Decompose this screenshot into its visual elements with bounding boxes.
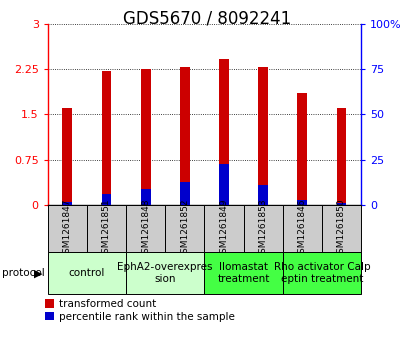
Bar (205, 252, 283, 294)
Bar (298, 200, 307, 205)
Bar (165, 205, 204, 252)
Text: Ilomastat
treatment: Ilomastat treatment (217, 262, 270, 284)
Bar (337, 108, 347, 205)
Bar (48, 252, 126, 294)
Bar (180, 67, 190, 205)
Text: GSM1261852: GSM1261852 (180, 199, 189, 259)
Bar (180, 182, 190, 205)
Bar (258, 184, 268, 205)
Text: EphA2-overexpres
sion: EphA2-overexpres sion (117, 262, 213, 284)
Text: GSM1261847: GSM1261847 (63, 199, 72, 259)
Bar (141, 69, 151, 205)
Text: GSM1261853: GSM1261853 (259, 198, 268, 259)
Bar (283, 205, 322, 252)
Text: GSM1261850: GSM1261850 (337, 198, 346, 259)
Bar (205, 205, 244, 252)
Bar (219, 164, 229, 205)
Text: GSM1261846: GSM1261846 (298, 199, 307, 259)
Bar (62, 108, 72, 205)
Text: protocol: protocol (2, 268, 45, 278)
Text: GDS5670 / 8092241: GDS5670 / 8092241 (123, 9, 292, 27)
Legend: transformed count, percentile rank within the sample: transformed count, percentile rank withi… (45, 299, 235, 322)
Text: GSM1261851: GSM1261851 (102, 198, 111, 259)
Text: control: control (69, 268, 105, 278)
Bar (126, 205, 165, 252)
Bar (337, 203, 347, 205)
Text: Rho activator Calp
eptin treatment: Rho activator Calp eptin treatment (273, 262, 370, 284)
Text: GSM1261849: GSM1261849 (220, 199, 229, 259)
Bar (102, 193, 111, 205)
Bar (244, 205, 283, 252)
Bar (298, 93, 307, 205)
Bar (48, 205, 87, 252)
Bar (87, 205, 126, 252)
Bar (102, 71, 111, 205)
Bar (258, 67, 268, 205)
Bar (126, 252, 205, 294)
Text: GSM1261848: GSM1261848 (141, 199, 150, 259)
Text: ▶: ▶ (34, 268, 43, 278)
Bar (283, 252, 361, 294)
Bar (62, 202, 72, 205)
Bar (322, 205, 361, 252)
Bar (141, 189, 151, 205)
Bar (219, 59, 229, 205)
